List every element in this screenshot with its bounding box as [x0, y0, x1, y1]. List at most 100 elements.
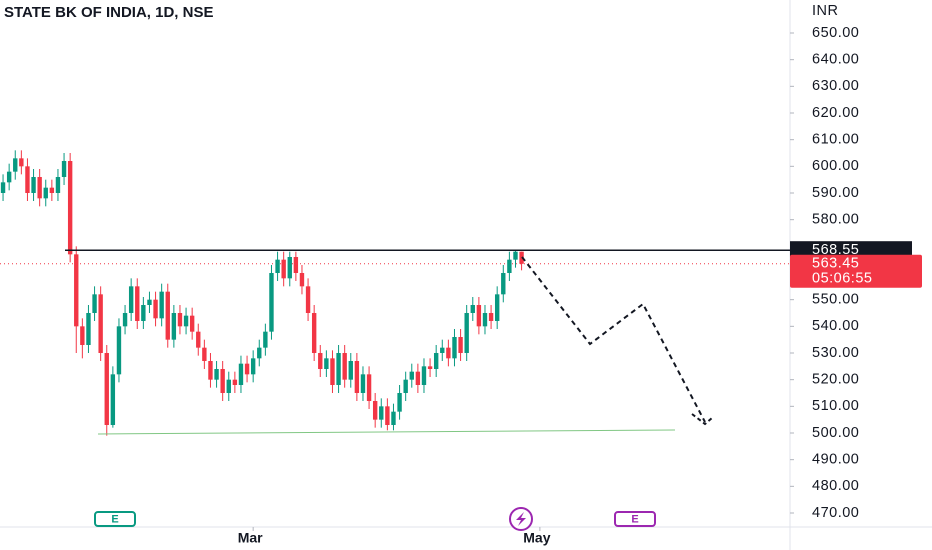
candle-body — [214, 369, 219, 380]
y-tick-label: 510.00 — [812, 398, 859, 414]
candle-body — [226, 379, 231, 393]
candle-body — [415, 371, 421, 385]
candle-body — [336, 353, 341, 385]
candle-body — [55, 177, 61, 193]
event-label: E — [631, 513, 638, 525]
candle-body — [507, 259, 512, 273]
resistance-price-badge — [790, 241, 912, 260]
candle-body — [61, 161, 67, 177]
candle-body — [110, 374, 116, 425]
y-tick-label: 620.00 — [812, 105, 859, 121]
y-tick-label: 530.00 — [812, 345, 859, 361]
candle-body — [366, 374, 372, 401]
candle-body — [80, 326, 85, 345]
lightning-icon — [516, 512, 526, 526]
last-price-label: 563.45 — [812, 256, 859, 272]
y-tick-label: 520.00 — [812, 371, 859, 387]
countdown-label: 05:06:55 — [812, 271, 872, 287]
candle-body — [13, 158, 18, 172]
candle-body — [202, 347, 207, 361]
chart-title: STATE BK OF INDIA, 1D, NSE — [4, 4, 213, 21]
y-tick-label: 580.00 — [812, 211, 859, 227]
candle-body — [397, 393, 402, 412]
candle-body — [348, 361, 353, 380]
candle-body — [98, 294, 103, 353]
candle-body — [501, 273, 506, 295]
candle-body — [269, 273, 274, 332]
projection-path — [521, 256, 706, 423]
candle-body — [482, 313, 488, 327]
candle-body — [275, 259, 280, 273]
candle-body — [104, 353, 109, 425]
event-dividend-icon[interactable] — [509, 507, 533, 531]
candle-body — [318, 353, 323, 369]
candle-body — [263, 331, 268, 348]
candle-body — [372, 401, 378, 420]
candle-body — [476, 305, 482, 327]
last-price-badge — [790, 254, 922, 288]
candle-body — [354, 361, 360, 393]
candle-body — [488, 313, 494, 321]
candle-body — [324, 358, 329, 369]
candle-body — [177, 313, 183, 327]
y-tick-label: 640.00 — [812, 51, 859, 67]
candle-body — [299, 273, 305, 287]
candle-body — [189, 315, 195, 332]
y-tick-label: 550.00 — [812, 291, 859, 307]
candle-body — [49, 187, 55, 193]
candle-body — [287, 257, 292, 279]
candle-body — [293, 257, 299, 273]
candle-body — [92, 294, 97, 313]
candle-body — [128, 286, 134, 313]
candle-body — [379, 406, 384, 420]
candle-body — [452, 337, 457, 359]
candle-body — [360, 374, 366, 393]
candle-body — [403, 379, 408, 393]
candle-body — [257, 347, 262, 359]
event-earnings-icon[interactable]: E — [94, 511, 136, 527]
candle-body — [464, 313, 469, 353]
candle-body — [37, 177, 42, 199]
y-tick-label: 610.00 — [812, 131, 859, 147]
candle-body — [440, 347, 445, 353]
candle-body — [311, 313, 317, 353]
candle-body — [67, 161, 73, 255]
candle-body — [86, 313, 91, 345]
y-tick-label: 650.00 — [812, 25, 859, 41]
y-tick-label: 500.00 — [812, 425, 859, 441]
event-label: E — [111, 513, 118, 525]
candle-body — [43, 187, 48, 199]
candle-body — [135, 286, 140, 321]
candle-body — [196, 331, 201, 348]
candle-body — [433, 353, 439, 369]
candle-body — [165, 291, 170, 340]
projection-arrowhead — [691, 413, 713, 426]
candle-body — [153, 299, 158, 319]
support-trendline — [97, 429, 676, 435]
candle-body — [391, 411, 396, 425]
candle-body — [281, 259, 286, 279]
candle-body — [183, 315, 189, 327]
candle-body — [250, 358, 256, 375]
candle-body — [446, 347, 451, 359]
y-tick-label: 470.00 — [812, 505, 859, 521]
candle-body — [238, 363, 244, 385]
candle-body — [122, 313, 128, 327]
candle-body — [31, 177, 36, 193]
candle-body — [427, 366, 433, 369]
event-badge — [94, 511, 136, 527]
candle-body — [458, 337, 463, 353]
y-tick-label: 480.00 — [812, 478, 859, 494]
candle-body — [513, 251, 518, 260]
candle-body — [159, 291, 164, 319]
x-tick-label: May — [523, 530, 550, 546]
candle-body — [342, 353, 347, 380]
event-earnings-icon[interactable]: E — [614, 511, 656, 527]
candle-body — [421, 366, 427, 385]
candle-body — [141, 305, 146, 321]
candle-body — [208, 361, 213, 380]
candle-body — [385, 406, 390, 425]
candle-body — [244, 363, 250, 375]
candle-body — [0, 182, 6, 193]
